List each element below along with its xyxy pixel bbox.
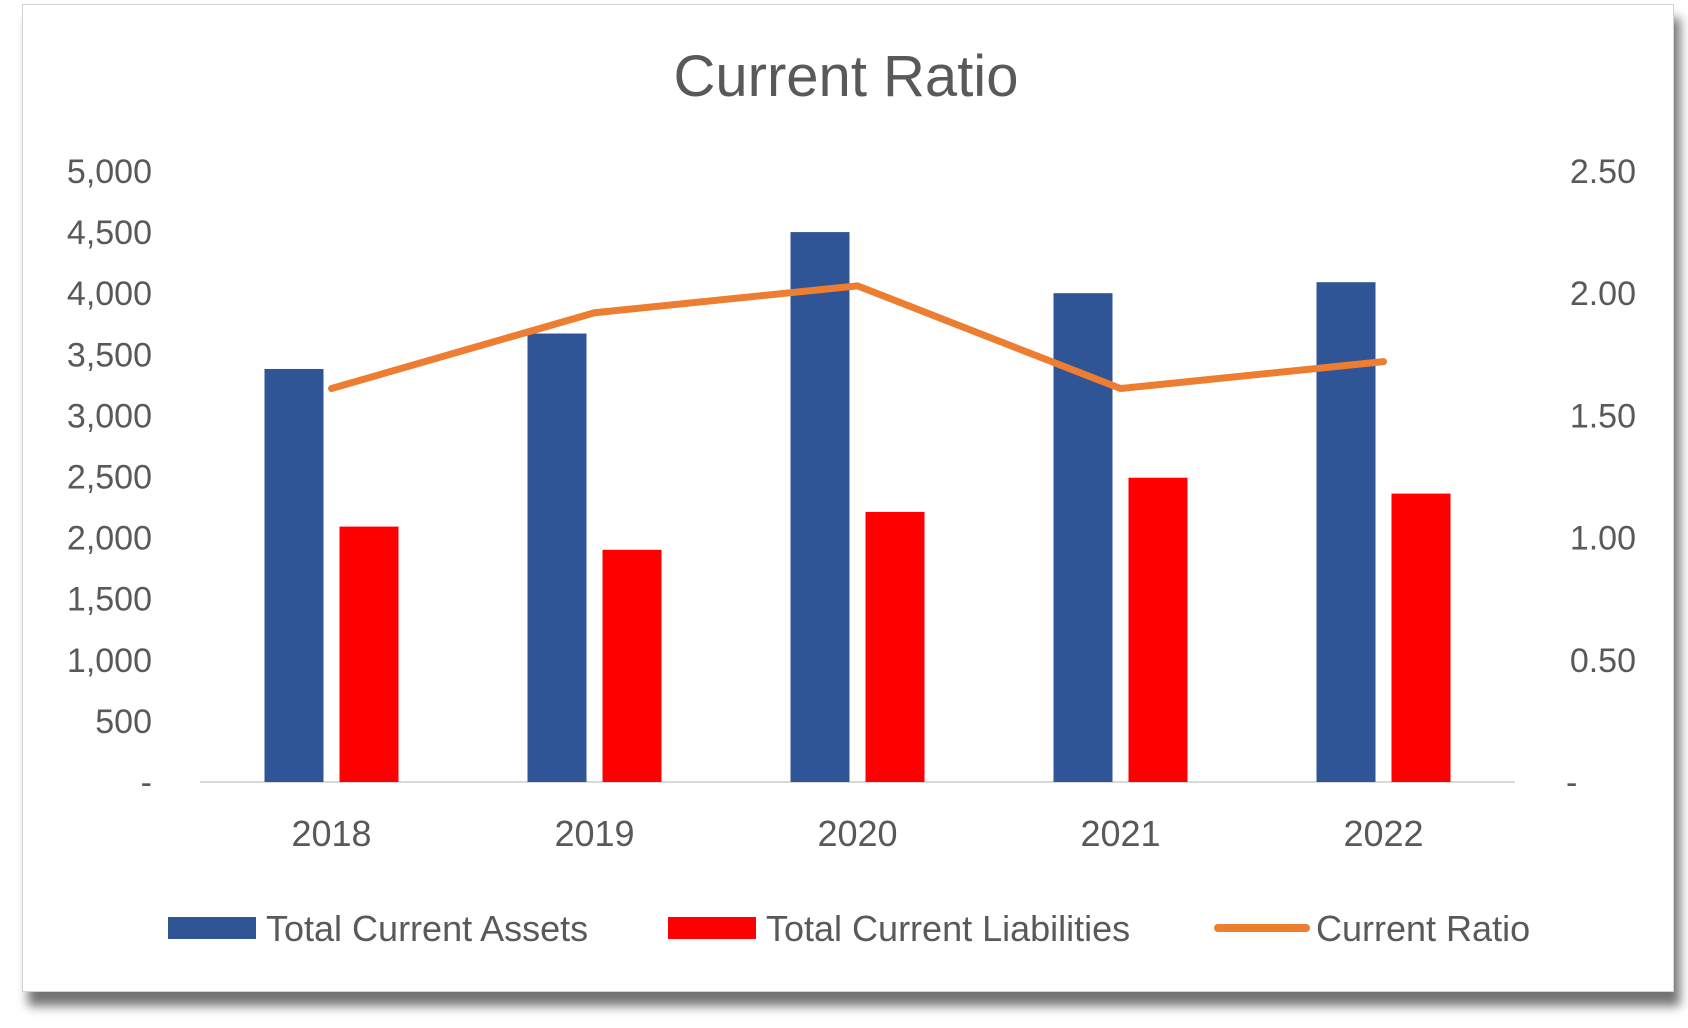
x-tick-label: 2021 [1080, 813, 1160, 854]
legend: Total Current Assets Total Current Liabil… [168, 908, 1530, 949]
bar-total-current-liabilities [1391, 493, 1451, 782]
left-tick-label: 1,000 [67, 642, 152, 680]
left-tick-label: 4,500 [67, 214, 152, 252]
left-tick-label: 500 [95, 703, 152, 741]
legend-label-current-ratio: Current Ratio [1316, 908, 1530, 949]
ratio-line-group [328, 282, 1387, 393]
current-ratio-line [328, 282, 1387, 393]
chart-title: Current Ratio [674, 44, 1019, 109]
bar-total-current-liabilities [865, 511, 925, 782]
bar-total-current-liabilities [339, 526, 399, 782]
x-tick-label: 2019 [554, 813, 634, 854]
bar-total-current-assets [527, 333, 587, 782]
right-tick-label: - [1566, 764, 1577, 802]
right-tick-label: 1.50 [1570, 397, 1636, 435]
left-tick-label: 3,500 [67, 336, 152, 374]
bar-total-current-liabilities [602, 549, 662, 782]
legend-label-total-current-liabilities: Total Current Liabilities [766, 908, 1130, 949]
x-tick-label: 2020 [817, 813, 897, 854]
left-axis-ticks: - 500 1,000 1,500 2,000 2,500 3,000 3,500 4,000 4… [67, 153, 152, 802]
right-tick-label: 2.00 [1570, 275, 1636, 313]
bars-group [264, 232, 1451, 783]
bar-total-current-liabilities [1128, 477, 1188, 782]
right-tick-label: 1.00 [1570, 520, 1636, 558]
x-tick-label: 2018 [291, 813, 371, 854]
left-tick-label: - [141, 764, 152, 802]
left-tick-label: 3,000 [67, 397, 152, 435]
legend-swatch-total-current-liabilities [668, 917, 756, 939]
left-tick-label: 1,500 [67, 581, 152, 619]
right-tick-label: 2.50 [1570, 153, 1636, 191]
right-axis-ticks: - 0.50 1.00 1.50 2.00 2.50 [1566, 153, 1636, 802]
left-tick-label: 2,500 [67, 459, 152, 497]
bar-total-current-assets [1316, 282, 1376, 782]
left-tick-label: 2,000 [67, 520, 152, 558]
bar-total-current-assets [264, 368, 324, 782]
x-tick-label: 2022 [1343, 813, 1423, 854]
x-axis-ticks: 2018 2019 2020 2021 2022 [291, 813, 1423, 854]
bar-total-current-assets [790, 232, 850, 783]
right-tick-label: 0.50 [1570, 642, 1636, 680]
legend-swatch-total-current-assets [168, 917, 256, 939]
left-tick-label: 4,000 [67, 275, 152, 313]
legend-label-total-current-assets: Total Current Assets [266, 908, 588, 949]
left-tick-label: 5,000 [67, 153, 152, 191]
